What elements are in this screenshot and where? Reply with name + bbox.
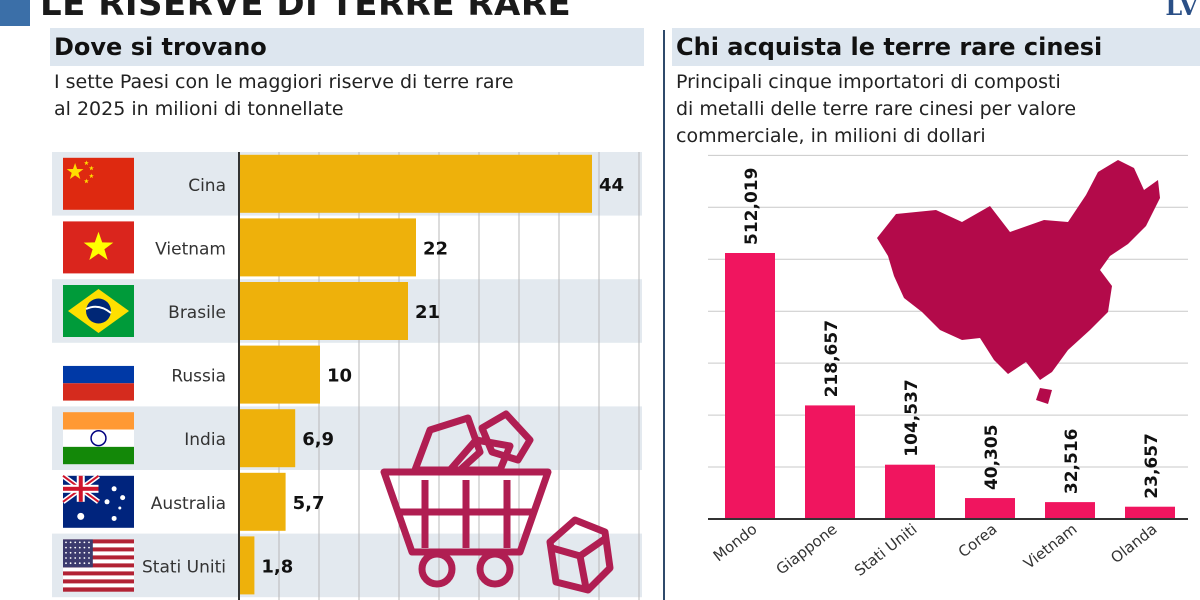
category-label: Giappone	[773, 520, 841, 578]
value-label: 40,305	[982, 424, 1002, 490]
australia-flag-icon	[61, 473, 134, 528]
right-panel-subtitle: Principali cinque importatori di compost…	[676, 69, 1076, 150]
vietnam-flag-icon	[63, 221, 134, 274]
bar	[240, 409, 296, 468]
mine-cart-icon	[380, 410, 614, 594]
bar	[240, 536, 255, 595]
main-title: LE RISERVE DI TERRE RARE	[40, 0, 572, 24]
value-label: 104,537	[902, 379, 922, 456]
bar	[725, 253, 775, 519]
value-label: 1,8	[261, 556, 293, 577]
value-label: 218,657	[822, 320, 842, 397]
corner-mark	[0, 0, 30, 26]
category-label: Mondo	[710, 520, 761, 565]
value-label: 44	[599, 175, 624, 196]
russia-flag-icon	[63, 348, 134, 401]
category-label: Australia	[151, 494, 226, 514]
brazil-flag-icon	[63, 285, 134, 337]
china-map-icon	[877, 160, 1160, 380]
value-label: 32,516	[1062, 428, 1082, 494]
right-subtitle-line: commerciale, in milioni di dollari	[676, 125, 986, 147]
right-panel-heading: Chi acquista le terre rare cinesi	[672, 28, 1200, 66]
brand-logo: LV	[1165, 0, 1198, 21]
value-label: 6,9	[302, 429, 334, 450]
bar	[240, 472, 286, 531]
china-flag-icon	[63, 157, 134, 210]
bar	[240, 345, 320, 404]
category-label: Vietnam	[1020, 520, 1080, 573]
bar	[240, 154, 592, 213]
right-subtitle-line: Principali cinque importatori di compost…	[676, 71, 1061, 93]
row-stripe	[52, 533, 642, 598]
value-label: 10	[327, 366, 352, 387]
category-label: Olanda	[1107, 520, 1160, 567]
value-label: 21	[415, 302, 440, 323]
category-label: Stati Uniti	[142, 557, 226, 577]
row-stripe	[52, 406, 642, 470]
bar	[885, 464, 935, 519]
value-label: 22	[423, 238, 448, 259]
category-label: Russia	[171, 367, 226, 387]
category-label: Brasile	[168, 303, 226, 323]
bar	[240, 218, 416, 277]
bar	[1045, 502, 1095, 519]
bar	[240, 282, 408, 340]
bar	[965, 498, 1015, 519]
india-flag-icon	[63, 412, 134, 465]
category-label: Vietnam	[155, 239, 226, 259]
category-label: Stati Uniti	[851, 520, 920, 580]
panel-divider	[663, 30, 665, 600]
bar	[1125, 506, 1175, 519]
value-label: 5,7	[293, 493, 325, 514]
category-label: Cina	[188, 176, 226, 196]
category-label: India	[184, 430, 226, 450]
left-panel-subtitle: I sette Paesi con le maggiori riserve di…	[54, 69, 514, 123]
bar	[805, 405, 855, 519]
value-label: 23,657	[1142, 433, 1162, 499]
usa-flag-icon	[63, 539, 134, 592]
hainan-island	[1036, 388, 1052, 404]
right-subtitle-line: di metalli delle terre rare cinesi per v…	[676, 98, 1077, 120]
left-panel-heading: Dove si trovano	[50, 28, 644, 66]
left-subtitle-line: al 2025 in milioni di tonnellate	[54, 98, 344, 120]
value-label: 512,019	[742, 168, 762, 245]
left-subtitle-line: I sette Paesi con le maggiori riserve di…	[54, 71, 514, 93]
category-label: Corea	[955, 520, 1001, 561]
